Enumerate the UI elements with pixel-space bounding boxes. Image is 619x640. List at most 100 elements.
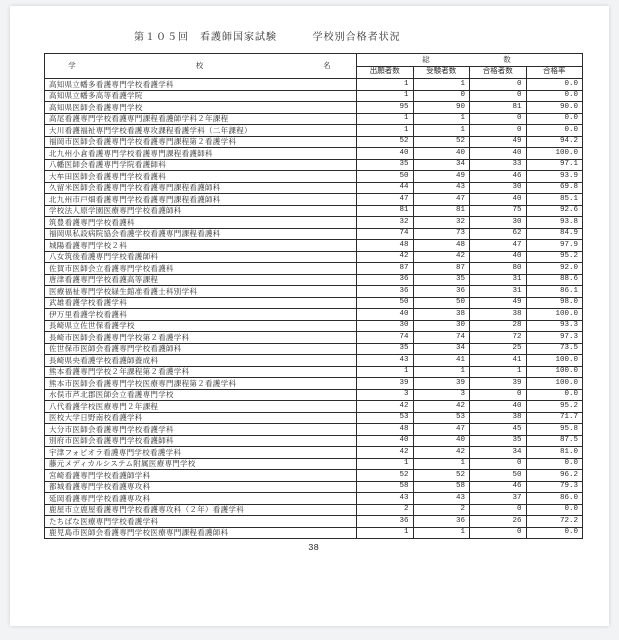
table-row: 大分市医師会看護専門学校看護学科48474595.8 xyxy=(45,424,583,436)
table-row: 都城看護専門学校看護専攻科58584679.3 xyxy=(45,481,583,493)
passers-cell: 1 xyxy=(470,366,526,378)
table-row: たちばな医療専門学校看護学科36362672.2 xyxy=(45,516,583,528)
applicants-cell: 40 xyxy=(357,148,413,160)
table-row: 福岡市医師会看護専門学校看護専門課程第２看護学科52524994.2 xyxy=(45,136,583,148)
examinees-cell: 42 xyxy=(413,447,469,459)
passers-cell: 40 xyxy=(470,401,526,413)
passers-cell: 0 xyxy=(470,504,526,516)
school-name-cell: 伊万里看護学校看護科 xyxy=(45,309,357,321)
examinees-cell: 81 xyxy=(413,205,469,217)
passers-cell: 0 xyxy=(470,90,526,102)
passers-cell: 0 xyxy=(470,125,526,137)
examinees-cell: 34 xyxy=(413,159,469,171)
passers-cell: 33 xyxy=(470,159,526,171)
examinees-cell: 41 xyxy=(413,355,469,367)
table-row: 伊万里看護学校看護科403838100.0 xyxy=(45,309,583,321)
page-title: 第１０５回 看護師国家試験 学校別合格者状況 xyxy=(44,28,583,43)
passrate-cell: 100.0 xyxy=(526,355,583,367)
passers-cell: 72 xyxy=(470,332,526,344)
passrate-cell: 95.8 xyxy=(526,424,583,436)
examinees-cell: 73 xyxy=(413,228,469,240)
table-row: 熊本看護専門学校２年課程第２看護学科111100.0 xyxy=(45,366,583,378)
table-row: 八代看護学校医療専門２年課程42424095.2 xyxy=(45,401,583,413)
examinees-cell: 42 xyxy=(413,401,469,413)
school-name-cell: 北九州小倉看護専門学校看護専門課程看護師科 xyxy=(45,148,357,160)
passrate-cell: 88.6 xyxy=(526,274,583,286)
examinees-cell: 35 xyxy=(413,274,469,286)
table-row: 大川看護福祉専門学校看護専攻課程看護学科（二年課程）1100.0 xyxy=(45,125,583,137)
passrate-cell: 90.0 xyxy=(526,102,583,114)
table-row: 久留米医師会看護専門学校看護専門課程看護師科44433069.8 xyxy=(45,182,583,194)
school-name-cell: たちばな医療専門学校看護学科 xyxy=(45,516,357,528)
table-row: 別府市医師会看護専門学校看護師科40403587.5 xyxy=(45,435,583,447)
examinees-cell: 53 xyxy=(413,412,469,424)
passers-cell: 25 xyxy=(470,343,526,355)
passrate-cell: 97.1 xyxy=(526,159,583,171)
school-name-cell: 久留米医師会看護専門学校看護専門課程看護師科 xyxy=(45,182,357,194)
passers-cell: 38 xyxy=(470,412,526,424)
document-page: 第１０５回 看護師国家試験 学校別合格者状況 学 校 名 総 数 出願者数 受験… xyxy=(10,6,609,626)
passrate-cell: 84.9 xyxy=(526,228,583,240)
applicants-cell: 39 xyxy=(357,378,413,390)
applicants-cell: 81 xyxy=(357,205,413,217)
passers-cell: 34 xyxy=(470,447,526,459)
applicants-cell: 58 xyxy=(357,481,413,493)
passers-cell: 41 xyxy=(470,355,526,367)
school-name-cell: 福岡市医師会看護専門学校看護専門課程第２看護学科 xyxy=(45,136,357,148)
passers-cell: 0 xyxy=(470,79,526,91)
school-name-cell: 延岡看護専門学校看護専攻科 xyxy=(45,493,357,505)
passrate-cell: 79.3 xyxy=(526,481,583,493)
applicants-cell: 36 xyxy=(357,516,413,528)
table-row: 福岡県私設病院協会看護学校看護専門課程看護科74736284.9 xyxy=(45,228,583,240)
school-name-cell: 水俣市芦北郡医師会立看護専門学校 xyxy=(45,389,357,401)
table-row: 八女筑後看護専門学校看護師科42424095.2 xyxy=(45,251,583,263)
applicants-cell: 52 xyxy=(357,470,413,482)
school-name-cell: 八女筑後看護専門学校看護師科 xyxy=(45,251,357,263)
passers-cell: 38 xyxy=(470,309,526,321)
applicants-cell: 30 xyxy=(357,320,413,332)
passrate-cell: 100.0 xyxy=(526,309,583,321)
table-row: 藤元メディカルシステム附属医療専門学校1100.0 xyxy=(45,458,583,470)
school-name-cell: 医校大学日野南校看護学科 xyxy=(45,412,357,424)
passers-cell: 30 xyxy=(470,217,526,229)
table-row: 熊本市医師会看護専門学校医療専門課程第２看護学科393939100.0 xyxy=(45,378,583,390)
passrate-cell: 85.1 xyxy=(526,194,583,206)
passers-cell: 45 xyxy=(470,424,526,436)
passrate-cell: 93.9 xyxy=(526,171,583,183)
table-row: 延岡看護専門学校看護専攻科43433786.0 xyxy=(45,493,583,505)
passers-cell: 46 xyxy=(470,171,526,183)
passers-cell: 28 xyxy=(470,320,526,332)
examinees-cell: 32 xyxy=(413,217,469,229)
passrate-cell: 87.5 xyxy=(526,435,583,447)
school-name-cell: 大牟田医師会看護専門学校看護科 xyxy=(45,171,357,183)
table-row: 鹿児島市医師会看護専門学校医療専門課程看護師科1100.0 xyxy=(45,527,583,539)
school-name-cell: 宇津フォピオラ看護専門学校看護学科 xyxy=(45,447,357,459)
examinees-cell: 38 xyxy=(413,309,469,321)
school-name-cell: 八幡医師会看護専門学院看護師科 xyxy=(45,159,357,171)
passers-cell: 40 xyxy=(470,148,526,160)
passrate-cell: 71.7 xyxy=(526,412,583,424)
school-name-cell: 学校法人原学園医療専門学校看護師科 xyxy=(45,205,357,217)
passrate-cell: 97.9 xyxy=(526,240,583,252)
school-name-cell: 長崎県立佐世保看護学校 xyxy=(45,320,357,332)
passers-cell: 80 xyxy=(470,263,526,275)
examinees-cell: 52 xyxy=(413,136,469,148)
school-name-cell: 筑豊看護専門学校看護科 xyxy=(45,217,357,229)
passrate-cell: 0.0 xyxy=(526,79,583,91)
applicants-cell: 50 xyxy=(357,171,413,183)
examinees-cell: 40 xyxy=(413,435,469,447)
passrate-cell: 95.2 xyxy=(526,401,583,413)
examinees-cell: 1 xyxy=(413,113,469,125)
col-school: 学 校 名 xyxy=(45,54,357,79)
table-row: 高尾看護専門学校看護専門課程看護師学科２年課程1100.0 xyxy=(45,113,583,125)
passrate-cell: 96.2 xyxy=(526,470,583,482)
examinees-cell: 43 xyxy=(413,493,469,505)
school-name-cell: 鹿屋市立鹿屋看護専門学校看護専攻科（２年）看護学科 xyxy=(45,504,357,516)
passrate-cell: 97.3 xyxy=(526,332,583,344)
examinees-cell: 42 xyxy=(413,251,469,263)
school-name-cell: 鹿児島市医師会看護専門学校医療専門課程看護師科 xyxy=(45,527,357,539)
table-row: 宇津フォピオラ看護専門学校看護学科42423481.0 xyxy=(45,447,583,459)
applicants-cell: 1 xyxy=(357,79,413,91)
page-number: 38 xyxy=(44,543,583,553)
applicants-cell: 42 xyxy=(357,251,413,263)
